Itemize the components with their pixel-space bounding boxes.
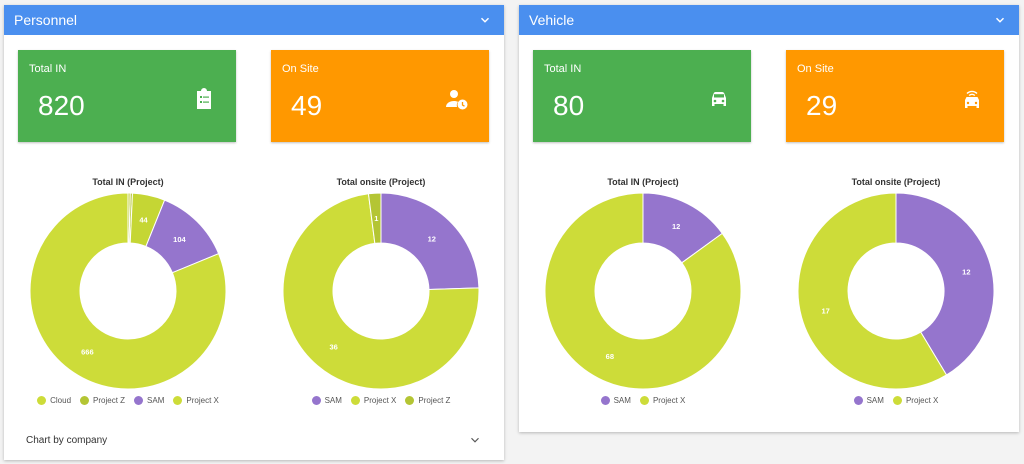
legend-label: Project X: [652, 396, 686, 405]
chart-title: Total onsite (Project): [336, 177, 426, 187]
legend-dot: [600, 396, 610, 405]
card-label: Total IN: [544, 63, 582, 75]
legend-item[interactable]: Cloud: [37, 396, 71, 405]
card-label: Total IN: [29, 63, 67, 75]
person-clock-icon: [446, 90, 468, 110]
vehicle-total-in-chart: Total IN (Project) 12 68 SAM Project X: [533, 177, 753, 405]
chart-title: Total IN (Project): [92, 177, 164, 187]
chevron-down-icon[interactable]: [468, 433, 482, 447]
legend-label: Cloud: [50, 396, 72, 405]
data-label: 1: [374, 214, 378, 223]
vehicle-panel: Vehicle Total IN 80 On Site 29 Total IN …: [519, 5, 1019, 432]
legend-item[interactable]: SAM: [853, 396, 884, 405]
chevron-down-icon[interactable]: [993, 13, 1007, 27]
taxi-icon: [965, 90, 979, 108]
legend-dot: [80, 396, 90, 405]
chart-legend: SAM Project X: [533, 396, 753, 405]
legend-label: Project X: [905, 396, 939, 405]
car-icon: [712, 91, 726, 106]
legend-dot: [405, 396, 415, 405]
slice-sam[interactable]: [895, 192, 995, 376]
donut-chart: 12 36 1: [282, 192, 480, 390]
slice-project-x[interactable]: [282, 193, 480, 390]
card-label: On Site: [797, 63, 834, 75]
personnel-panel-title: Personnel: [14, 12, 78, 28]
legend-label: Project X: [186, 396, 219, 405]
vehicle-on-site-card: On Site 29: [786, 50, 1004, 142]
donut-chart: 44 104 666: [29, 192, 227, 390]
legend-item[interactable]: SAM: [134, 396, 164, 405]
data-label: 36: [330, 343, 338, 352]
legend-item[interactable]: SAM: [311, 396, 342, 405]
donut-chart: 12 17: [797, 192, 995, 390]
data-label: 12: [962, 267, 970, 276]
data-label: 104: [173, 235, 186, 244]
legend-label: SAM: [613, 396, 631, 405]
legend-label: Project Z: [418, 396, 451, 405]
legend-item[interactable]: Project X: [173, 396, 219, 405]
slice-sam[interactable]: [380, 192, 480, 290]
personnel-panel-header[interactable]: Personnel: [4, 5, 504, 35]
personnel-total-in-card: Total IN 820: [18, 50, 236, 142]
data-label: 666: [81, 348, 94, 357]
donut-chart: 12 68: [544, 192, 742, 390]
legend-label: SAM: [866, 396, 884, 405]
legend-dot: [892, 396, 902, 405]
data-label: 12: [672, 222, 680, 231]
legend-dot: [134, 396, 144, 405]
chart-legend: SAM Project X Project Z: [271, 396, 491, 405]
legend-dot: [37, 396, 47, 405]
card-label: On Site: [282, 63, 319, 75]
personnel-total-onsite-chart: Total onsite (Project) 12 36 1 SAM Project …: [271, 177, 491, 405]
chart-legend: Cloud Project Z SAM Project X: [18, 396, 238, 405]
card-value: 29: [806, 90, 838, 121]
legend-dot: [639, 396, 649, 405]
slice-project-x[interactable]: [29, 192, 227, 390]
data-label: 44: [139, 216, 148, 225]
legend-item[interactable]: Project X: [350, 396, 397, 405]
legend-label: Project Z: [93, 396, 126, 405]
vehicle-total-onsite-chart: Total onsite (Project) 12 17 SAM Project X: [786, 177, 1006, 405]
chart-title: Total onsite (Project): [851, 177, 941, 187]
chevron-down-icon[interactable]: [478, 13, 492, 27]
slice-project-x[interactable]: [544, 192, 742, 390]
legend-item[interactable]: Project Z: [405, 396, 450, 405]
card-value: 820: [38, 90, 85, 121]
legend-dot: [350, 396, 360, 405]
chart-legend: SAM Project X: [786, 396, 1006, 405]
vehicle-total-in-card: Total IN 80: [533, 50, 751, 142]
chart-by-company-toggle[interactable]: Chart by company: [4, 420, 504, 460]
clipboard-list-icon: [197, 88, 211, 109]
personnel-total-in-chart: Total IN (Project) 44 104 666 Cloud Project…: [18, 177, 238, 405]
card-value: 49: [291, 90, 323, 121]
legend-dot: [853, 396, 863, 405]
legend-dot: [311, 396, 321, 405]
chart-title: Total IN (Project): [607, 177, 679, 187]
vehicle-panel-header[interactable]: Vehicle: [519, 5, 1019, 35]
data-label: 68: [606, 352, 614, 361]
legend-item[interactable]: SAM: [600, 396, 631, 405]
legend-label: SAM: [147, 396, 165, 405]
data-label: 17: [821, 307, 829, 316]
legend-label: Project X: [363, 396, 397, 405]
legend-item[interactable]: Project X: [892, 396, 939, 405]
legend-label: SAM: [324, 396, 342, 405]
slice-project-x[interactable]: [797, 192, 948, 390]
legend-item[interactable]: Project X: [639, 396, 686, 405]
data-label: 12: [428, 235, 436, 244]
legend-item[interactable]: Project Z: [80, 396, 125, 405]
legend-dot: [173, 396, 183, 405]
personnel-panel: Personnel Total IN 820 On Site 49 Total …: [4, 5, 504, 460]
card-value: 80: [553, 90, 585, 121]
personnel-on-site-card: On Site 49: [271, 50, 489, 142]
chart-by-company-label: Chart by company: [26, 434, 108, 446]
vehicle-panel-title: Vehicle: [529, 12, 575, 28]
slice-project-z[interactable]: [367, 192, 382, 244]
